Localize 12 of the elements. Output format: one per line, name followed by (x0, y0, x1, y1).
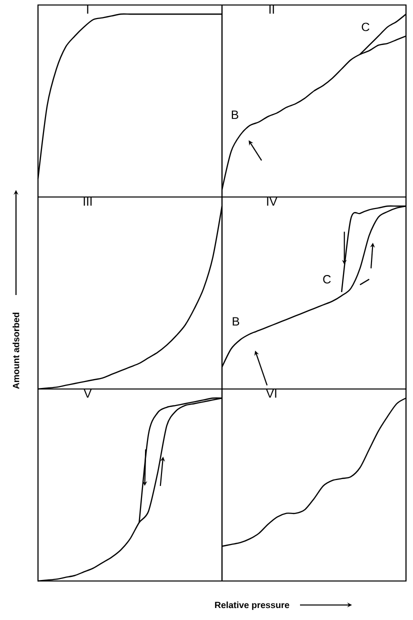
annotation: B (232, 317, 240, 326)
chart-title: VI (266, 389, 276, 398)
annotation: B (232, 110, 238, 119)
chart-title: IV (267, 197, 278, 206)
chart-title: II (269, 5, 274, 14)
x-axis-title: Relative pressure (215, 602, 290, 610)
annotation: C (323, 275, 331, 284)
chart-title: III (84, 197, 92, 206)
annotation: C (362, 22, 370, 32)
chart-title: I (87, 5, 88, 14)
chart-title: V (84, 389, 92, 398)
y-axis-title: Amount adsorbed (12, 312, 20, 389)
